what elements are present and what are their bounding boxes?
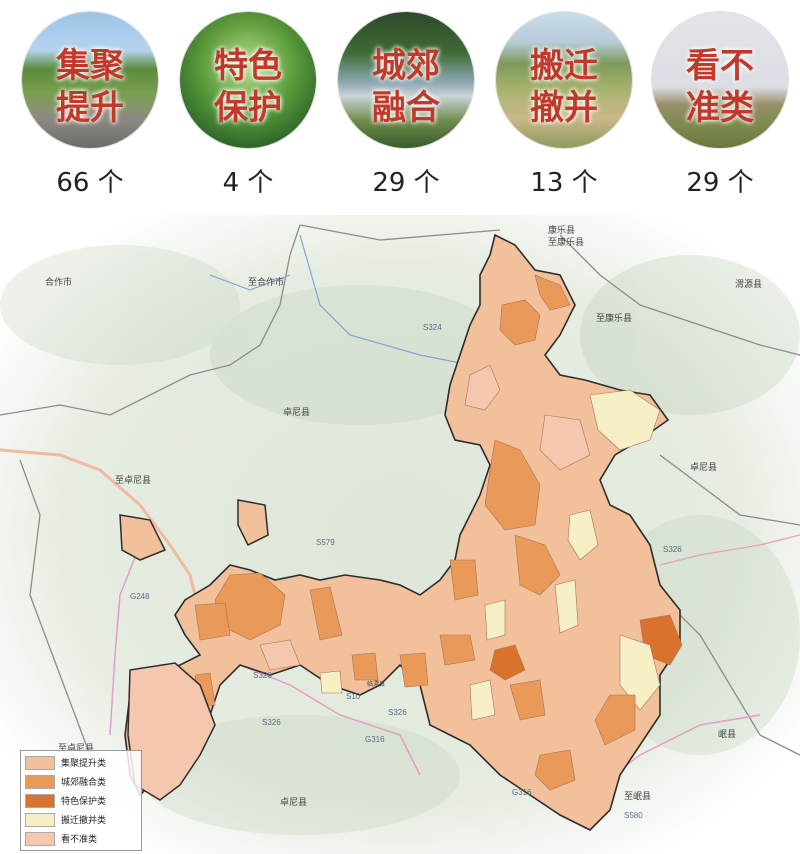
district-suburban: [594, 694, 636, 746]
place-label-to-kangle-2: 至康乐县: [596, 312, 632, 324]
district-suburban: [534, 749, 576, 791]
district-undetermined: [539, 414, 591, 471]
district-suburban: [534, 274, 571, 311]
district-relocation: [319, 670, 343, 694]
legend-item: 搬迁撤并类: [25, 810, 137, 829]
legend-swatch: [25, 793, 55, 808]
district-suburban: [351, 652, 379, 681]
category-label-line2: 准类: [686, 88, 754, 128]
category-cluster-upgrade: 集聚 提升 66 个: [15, 12, 165, 202]
map-legend: 集聚提升类 城郊融合类 特色保护类 搬迁撤并类 看不准类: [20, 750, 142, 851]
district-relocation: [554, 579, 579, 634]
district-central-enclave: [237, 499, 269, 547]
category-count: 29 个: [686, 168, 754, 198]
district-suburban: [439, 634, 476, 666]
place-label-weiyuan: 渭源县: [735, 279, 762, 290]
legend-item: 特色保护类: [25, 791, 137, 810]
district-suburban: [309, 586, 343, 641]
place-label-to-minxian: 至岷县: [624, 791, 651, 802]
legend-label: 搬迁撤并类: [61, 816, 107, 826]
road-label-g248: G248: [130, 592, 150, 601]
legend-swatch: [25, 812, 55, 827]
place-label-to-zhuoni: 至卓尼县: [115, 474, 151, 486]
suburban-integration-photo: 城郊 融合: [338, 12, 474, 148]
category-relocation-merge: 搬迁 撤并 13 个: [489, 12, 639, 202]
road-label-s326-c: S326: [262, 718, 281, 727]
place-label-town: 临潭县: [367, 680, 385, 688]
category-undetermined: 看不 准类 29 个: [645, 12, 795, 202]
category-label-line2: 提升: [56, 88, 124, 128]
district-suburban: [509, 679, 546, 721]
place-label-to-kangle: 至康乐县: [548, 236, 584, 248]
district-relocation: [567, 509, 599, 561]
legend-label: 集聚提升类: [61, 759, 107, 769]
district-feature: [489, 644, 526, 681]
admin-boundaries: [0, 224, 800, 756]
district-northern-lobe: [124, 233, 681, 831]
district-undetermined: [259, 639, 301, 671]
county-boundary: [124, 233, 681, 831]
district-relocation: [484, 599, 506, 641]
category-label-line1: 看不: [686, 46, 754, 86]
category-count: 29 个: [372, 168, 440, 198]
legend-label: 看不准类: [61, 835, 98, 845]
village-classification-map: 合作市 至合作市 康乐县 至康乐县 至康乐县 渭源县 卓尼县 卓尼县 至卓尼县 …: [0, 215, 800, 854]
legend-item: 集聚提升类: [25, 753, 137, 772]
district-west-enclave: [119, 514, 167, 561]
place-label-kangle: 康乐县: [548, 224, 575, 236]
legend-label: 城郊融合类: [61, 778, 107, 788]
district-suburban: [399, 652, 429, 688]
category-label-line1: 集聚: [56, 46, 124, 86]
category-count: 4 个: [222, 168, 274, 198]
place-label-zhuoni-south: 卓尼县: [280, 796, 307, 808]
category-count: 66 个: [56, 168, 124, 198]
legend-item: 看不准类: [25, 829, 137, 848]
category-label-line2: 保护: [214, 88, 282, 128]
category-label-line1: 特色: [214, 46, 282, 86]
legend-swatch: [25, 831, 55, 846]
cluster-upgrade-photo: 集聚 提升: [22, 12, 158, 148]
category-header: 集聚 提升 66 个 特色 保护 4 个 城郊 融合 29 个 搬迁 撤并 13 个 看…: [0, 0, 800, 205]
category-count: 13 个: [530, 168, 598, 198]
road-label-s326-b: S326: [253, 671, 272, 680]
category-label-line2: 撤并: [530, 88, 598, 128]
road-label-s580: S580: [624, 811, 643, 820]
district-relocation: [619, 634, 661, 711]
place-label-to-hezuo: 至合作市: [248, 276, 284, 288]
legend-swatch: [25, 774, 55, 789]
road-label-s326: S326: [663, 545, 682, 554]
road-label-s326-d: S326: [388, 708, 407, 717]
district-suburban: [194, 602, 231, 641]
road-label-g316-b: G316: [512, 788, 532, 797]
legend-label: 特色保护类: [61, 797, 107, 807]
district-undetermined: [464, 364, 501, 411]
category-suburban-integration: 城郊 融合 29 个: [331, 12, 481, 202]
place-label-zhuoni-east: 卓尼县: [690, 461, 717, 473]
road-labels: S324 S579 S326 S326 S326 S326 G248 S10 G…: [130, 323, 682, 820]
district-suburban: [514, 534, 561, 596]
village-districts: [194, 274, 683, 791]
legend-swatch: [25, 755, 55, 770]
undetermined-photo: 看不 准类: [652, 12, 788, 148]
place-label-minxian: 岷县: [718, 729, 736, 740]
district-relocation: [469, 679, 496, 721]
legend-item: 城郊融合类: [25, 772, 137, 791]
road-label-g316: G316: [365, 735, 385, 744]
category-feature-protection: 特色 保护 4 个: [173, 12, 323, 202]
relocation-merge-photo: 搬迁 撤并: [496, 12, 632, 148]
road-label-s579: S579: [316, 538, 335, 547]
place-label-hezuo: 合作市: [45, 276, 72, 288]
feature-protection-photo: 特色 保护: [180, 12, 316, 148]
category-label-line1: 城郊: [372, 46, 440, 86]
place-label-zhuoni: 卓尼县: [283, 406, 310, 418]
district-suburban: [484, 439, 541, 531]
road-label-s10: S10: [346, 692, 361, 701]
district-suburban: [499, 299, 541, 346]
category-label-line2: 融合: [372, 88, 440, 128]
map-canvas: 合作市 至合作市 康乐县 至康乐县 至康乐县 渭源县 卓尼县 卓尼县 至卓尼县 …: [0, 215, 800, 854]
district-suburban: [449, 559, 479, 601]
road-label-s324: S324: [423, 323, 442, 332]
district-relocation: [589, 389, 661, 451]
category-label-line1: 搬迁: [530, 46, 598, 86]
